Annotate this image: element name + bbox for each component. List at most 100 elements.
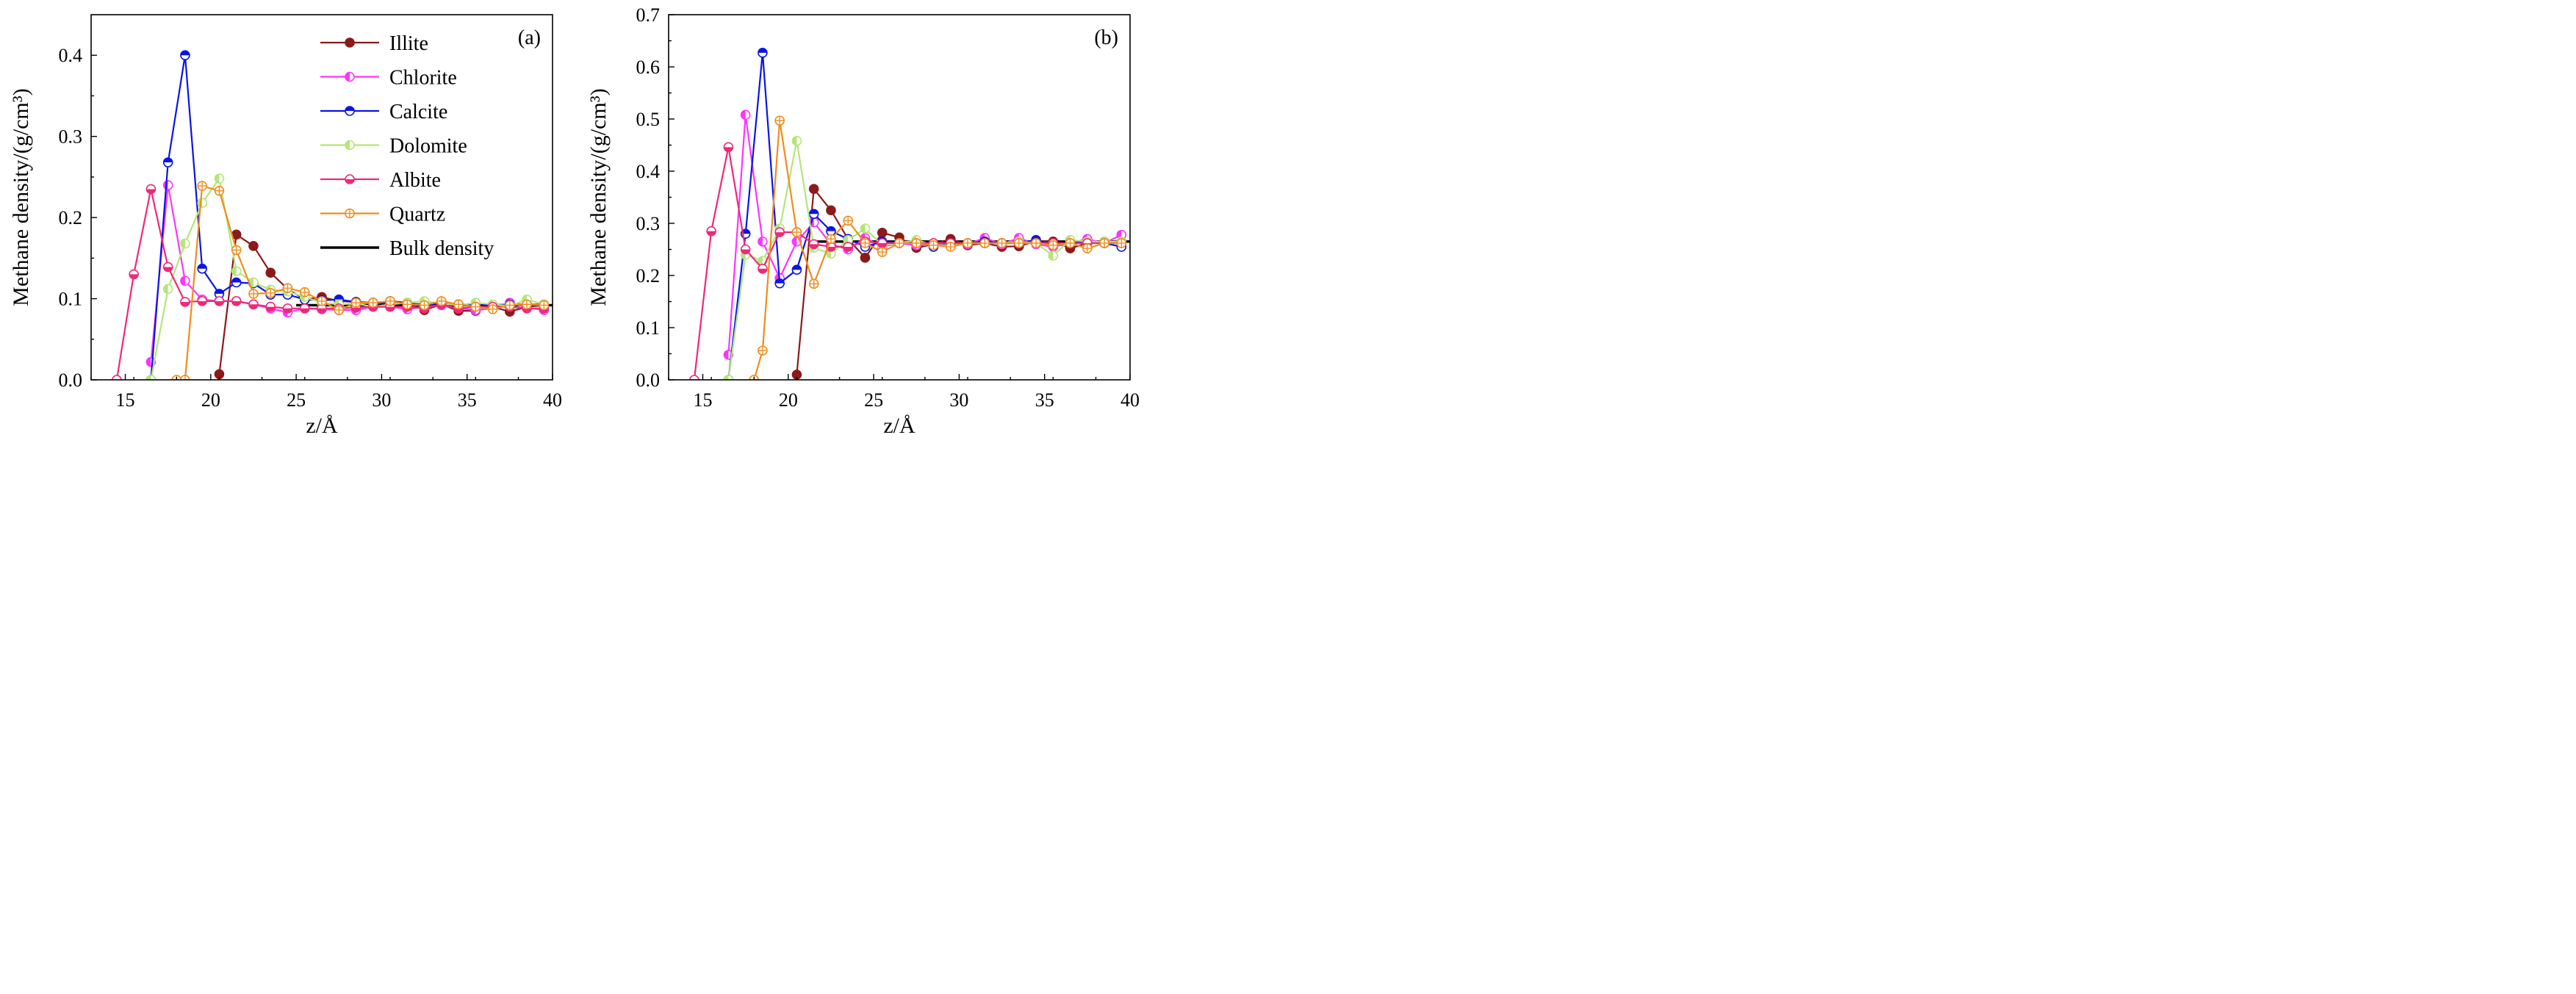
data-point-calcite [758, 48, 768, 58]
y-tick-label: 0.4 [59, 45, 83, 66]
data-point-quartz [505, 300, 515, 311]
x-tick-label: 30 [949, 389, 968, 411]
data-point-illite [860, 253, 871, 263]
data-point-albite [180, 297, 190, 307]
legend-marker-calcite [345, 106, 355, 116]
y-tick-label: 0.0 [59, 370, 83, 391]
legend-item-calcite: Calcite [320, 101, 447, 123]
y-tick-label: 0.4 [636, 161, 661, 182]
data-point-quartz [299, 287, 310, 298]
data-point-quartz [979, 238, 990, 248]
legend-item-illite: Illite [320, 32, 428, 55]
data-point-dolomite [723, 375, 734, 380]
data-point-calcite [197, 263, 207, 274]
data-point-quartz [945, 242, 956, 252]
data-point-quartz [928, 240, 939, 251]
x-tick-label: 20 [779, 389, 798, 411]
y-tick-label: 0.2 [636, 265, 661, 287]
data-point-calcite [180, 50, 190, 61]
data-point-quartz [487, 304, 498, 314]
data-point-chlorite [162, 180, 173, 190]
data-point-quartz [843, 215, 854, 226]
x-tick-label: 15 [694, 389, 713, 411]
x-tick-label: 35 [458, 389, 477, 411]
data-point-albite [112, 375, 122, 380]
data-point-quartz [419, 300, 430, 311]
y-axis-label: Methane density/(g/cm³) [9, 88, 33, 306]
data-point-albite [317, 303, 327, 314]
series-albite [689, 142, 1127, 380]
series-calcite [723, 48, 1127, 380]
data-point-albite [689, 375, 699, 380]
data-point-calcite [808, 209, 819, 220]
legend-item-chlorite: Chlorite [320, 67, 457, 90]
data-point-quartz [402, 299, 413, 310]
series-chlorite [145, 180, 550, 367]
data-point-illite [248, 240, 259, 251]
data-point-albite [231, 296, 242, 306]
legend-item-bulk-density: Bulk density [320, 237, 494, 260]
data-point-quartz [808, 278, 819, 289]
panel-label: (b) [1094, 26, 1118, 49]
series-dolomite [145, 173, 550, 380]
data-point-chlorite [758, 237, 768, 247]
y-tick-label: 0.6 [636, 57, 661, 78]
series-line-albite [115, 189, 544, 380]
data-point-albite [758, 263, 768, 274]
x-axis-label: z/Å [883, 414, 915, 438]
legend-label: Dolomite [389, 135, 467, 158]
data-point-albite [843, 242, 854, 252]
data-point-quartz [197, 181, 207, 191]
legend-label: Chlorite [389, 67, 457, 90]
legend-item-dolomite: Dolomite [320, 135, 467, 158]
data-point-calcite [231, 277, 242, 288]
x-tick-label: 15 [116, 389, 135, 411]
data-point-albite [808, 239, 819, 250]
data-point-quartz [1099, 238, 1109, 248]
data-point-illite [808, 184, 819, 194]
data-point-quartz [265, 288, 276, 298]
data-point-quartz [470, 301, 481, 312]
series-quartz [749, 115, 1127, 380]
data-point-dolomite [162, 284, 173, 295]
data-point-quartz [1048, 240, 1059, 251]
x-tick-label: 25 [864, 389, 883, 411]
series-albite [112, 184, 550, 380]
y-tick-label: 0.7 [636, 4, 661, 26]
data-point-quartz [894, 238, 904, 248]
data-point-quartz [911, 238, 922, 248]
data-point-quartz [826, 234, 836, 245]
data-point-chlorite [723, 350, 734, 360]
x-tick-label: 40 [1120, 389, 1140, 411]
data-point-dolomite [197, 198, 207, 209]
x-tick-label: 30 [372, 389, 391, 411]
data-point-chlorite [740, 109, 751, 120]
data-point-quartz [996, 238, 1007, 248]
data-point-dolomite [231, 266, 242, 276]
data-point-quartz [317, 296, 327, 306]
data-point-quartz [1082, 243, 1093, 253]
data-point-quartz [436, 296, 447, 306]
legend-label: Illite [389, 32, 428, 55]
data-point-quartz [282, 283, 293, 293]
data-point-quartz [350, 298, 361, 308]
data-point-quartz [539, 300, 550, 311]
data-point-albite [248, 299, 259, 310]
y-tick-label: 0.1 [636, 317, 661, 339]
data-point-dolomite [1048, 251, 1059, 261]
data-point-quartz [1014, 238, 1024, 248]
data-point-quartz [1065, 238, 1076, 248]
x-tick-label: 35 [1035, 389, 1054, 411]
data-point-illite [877, 227, 888, 238]
data-point-dolomite [180, 238, 190, 249]
series-quartz [171, 181, 550, 380]
data-point-dolomite [214, 173, 225, 184]
data-point-albite [740, 244, 751, 255]
series-line-albite [693, 147, 1122, 380]
data-point-quartz [248, 289, 259, 299]
plot-area [112, 50, 553, 380]
data-point-calcite [791, 264, 802, 275]
x-axis-label: z/Å [306, 414, 338, 438]
data-point-dolomite [145, 375, 156, 380]
y-tick-label: 0.0 [636, 370, 661, 391]
